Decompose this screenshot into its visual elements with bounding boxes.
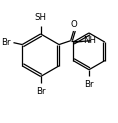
Text: Br: Br bbox=[84, 80, 94, 89]
Text: Br: Br bbox=[1, 38, 11, 47]
Text: O: O bbox=[70, 20, 77, 29]
Text: SH: SH bbox=[35, 13, 47, 22]
Text: Br: Br bbox=[36, 87, 45, 96]
Text: NH: NH bbox=[83, 36, 96, 45]
